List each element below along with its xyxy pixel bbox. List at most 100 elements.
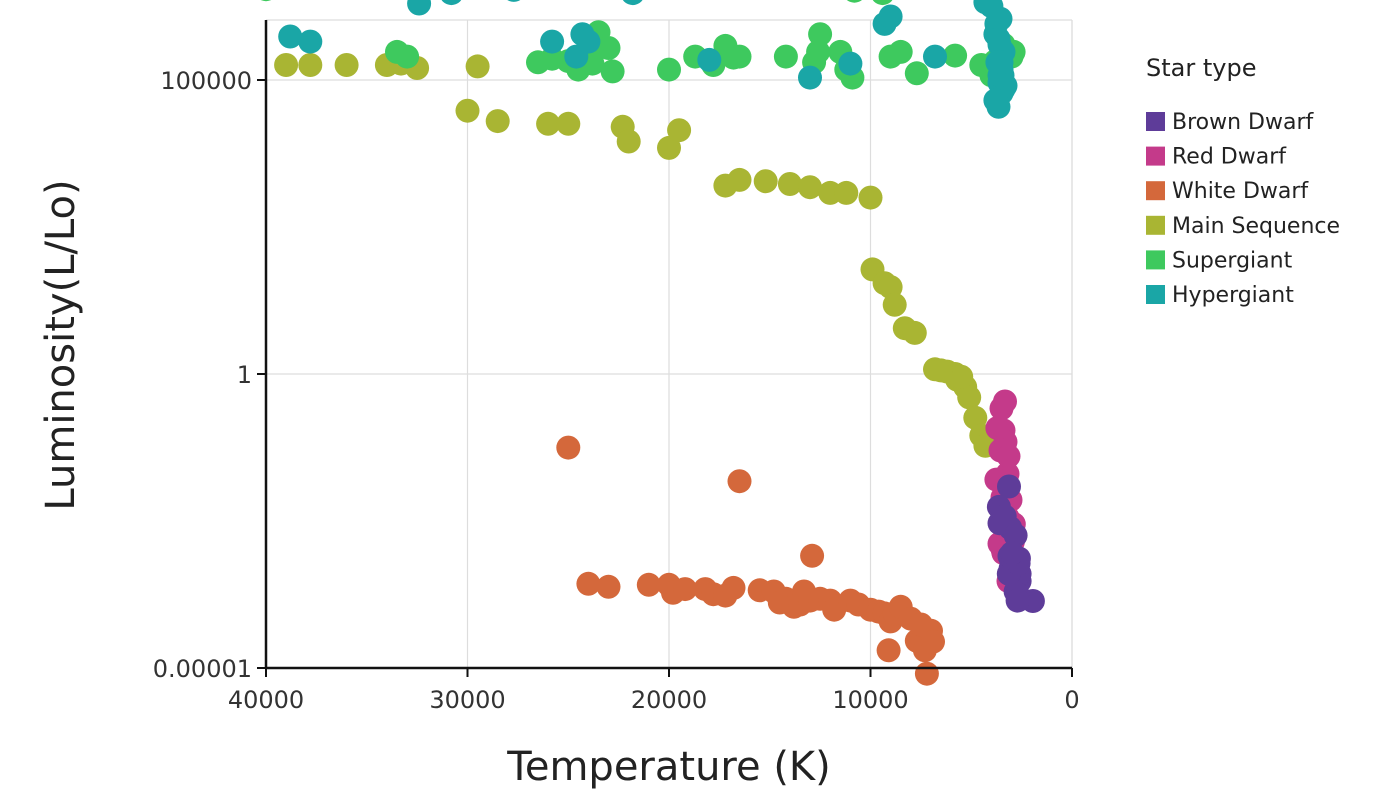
data-point — [657, 135, 681, 160]
data-point — [485, 109, 510, 134]
legend: Star type Brown Dwarf Red Dwarf White Dwar… — [1146, 54, 1340, 308]
legend-swatch — [1146, 285, 1165, 304]
data-point — [596, 36, 621, 60]
data-point — [996, 444, 1021, 469]
data-point — [600, 59, 625, 84]
data-point — [622, 0, 643, 6]
data-point — [872, 0, 893, 6]
data-point — [616, 129, 641, 154]
legend-label: Hypergiant — [1172, 283, 1294, 308]
data-point — [298, 29, 323, 54]
data-point — [878, 4, 903, 29]
data-point — [986, 94, 1011, 119]
data-point — [808, 22, 833, 47]
data-point — [278, 24, 303, 49]
x-tick-label: 0 — [1064, 686, 1079, 714]
data-point — [727, 44, 752, 69]
data-point — [298, 53, 323, 77]
data-point — [657, 57, 681, 82]
series-white-dwarf — [556, 435, 945, 686]
scatter-points — [260, 0, 1045, 686]
data-point — [274, 53, 299, 77]
data-point — [777, 172, 802, 196]
data-point — [992, 504, 1017, 529]
data-point — [1000, 541, 1024, 566]
data-point — [986, 26, 1011, 51]
y-axis-title: Luminosity(L/Lo) — [38, 179, 84, 510]
legend-label: Red Dwarf — [1172, 145, 1287, 170]
data-point — [673, 577, 698, 602]
legend-swatch — [1146, 146, 1165, 166]
legend-item-red-dwarf: Red Dwarf — [1146, 145, 1287, 170]
data-point — [993, 389, 1017, 414]
data-point — [838, 51, 863, 76]
data-point — [943, 43, 968, 68]
data-point — [949, 364, 974, 389]
data-point — [536, 111, 561, 136]
legend-item-white-dwarf: White Dwarf — [1146, 179, 1309, 204]
data-point — [507, 0, 521, 2]
legend-swatch — [1146, 250, 1165, 270]
legend-item-supergiant: Supergiant — [1146, 248, 1293, 273]
data-point — [465, 54, 490, 79]
series-hypergiant — [278, 0, 1018, 119]
data-point — [985, 416, 1010, 441]
x-axis-title: Temperature (K) — [506, 744, 831, 790]
data-point — [904, 61, 929, 86]
legend-item-brown-dwarf: Brown Dwarf — [1146, 110, 1315, 135]
data-point — [441, 0, 462, 6]
x-tick-label: 10000 — [832, 686, 908, 714]
data-point — [957, 385, 982, 410]
data-point — [697, 47, 722, 72]
data-point — [395, 44, 420, 69]
legend-swatch — [1146, 181, 1165, 201]
legend-label: Brown Dwarf — [1172, 110, 1315, 135]
data-point — [773, 44, 798, 69]
data-point — [667, 118, 692, 143]
data-point — [902, 320, 927, 345]
data-point — [798, 65, 822, 90]
legend-label: White Dwarf — [1172, 179, 1309, 204]
legend-item-hypergiant: Hypergiant — [1146, 283, 1294, 308]
data-point — [556, 111, 581, 136]
y-tick-label: 0.00001 — [153, 655, 252, 683]
data-point — [888, 39, 913, 64]
data-point — [834, 180, 859, 205]
data-point — [334, 53, 359, 77]
data-point — [800, 543, 825, 568]
data-point — [882, 292, 907, 317]
data-point — [753, 169, 778, 194]
data-point — [576, 571, 601, 596]
y-tick-label: 100000 — [160, 67, 252, 95]
data-point — [923, 44, 947, 69]
y-axis-ticks: 0.00001 1 100000 — [153, 67, 266, 683]
data-point — [846, 0, 862, 3]
data-point — [727, 469, 752, 494]
data-point — [989, 50, 1014, 75]
legend-item-main-sequence: Main Sequence — [1146, 214, 1340, 239]
data-point — [407, 0, 432, 16]
x-tick-label: 20000 — [631, 686, 707, 714]
data-point — [455, 98, 480, 123]
legend-title: Star type — [1146, 54, 1256, 82]
data-point — [997, 474, 1021, 499]
data-point — [921, 629, 945, 654]
data-point — [1005, 588, 1030, 613]
data-point — [858, 185, 883, 210]
data-point — [576, 29, 601, 54]
data-point — [798, 175, 822, 200]
data-point — [727, 167, 752, 192]
data-point — [914, 661, 939, 686]
data-point — [260, 0, 272, 2]
data-point — [806, 39, 831, 64]
data-point — [988, 6, 1013, 31]
data-point — [929, 358, 953, 383]
data-point — [596, 574, 621, 599]
series-main-sequence — [274, 51, 998, 458]
x-tick-label: 30000 — [429, 686, 505, 714]
legend-label: Main Sequence — [1172, 214, 1340, 239]
series-brown-dwarf — [986, 474, 1045, 613]
legend-label: Supergiant — [1172, 248, 1293, 273]
